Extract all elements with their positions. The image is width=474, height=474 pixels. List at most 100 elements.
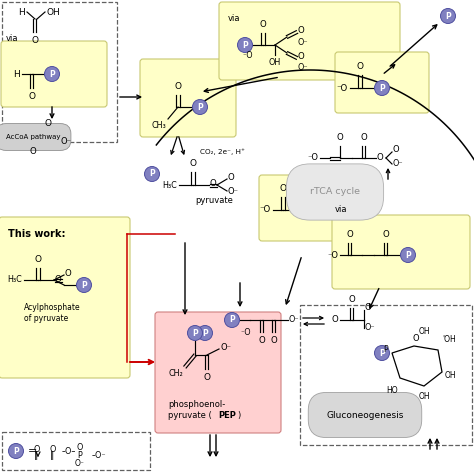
Text: –O–: –O– bbox=[62, 447, 76, 456]
Circle shape bbox=[9, 444, 24, 458]
Text: P: P bbox=[445, 11, 451, 20]
Text: O: O bbox=[35, 255, 42, 264]
Text: O: O bbox=[332, 316, 339, 325]
FancyBboxPatch shape bbox=[335, 52, 429, 113]
Text: O: O bbox=[377, 154, 384, 163]
Text: rTCA cycle: rTCA cycle bbox=[310, 188, 360, 197]
Text: O: O bbox=[50, 445, 56, 454]
Text: O: O bbox=[383, 230, 389, 239]
Text: O: O bbox=[348, 295, 356, 304]
Text: O: O bbox=[298, 26, 305, 35]
Circle shape bbox=[76, 277, 91, 292]
Text: O: O bbox=[65, 270, 72, 279]
Text: OH: OH bbox=[418, 327, 430, 336]
Text: CO₂, 2e⁻, H⁺: CO₂, 2e⁻, H⁺ bbox=[200, 149, 245, 155]
Text: H₃C: H₃C bbox=[162, 181, 177, 190]
FancyBboxPatch shape bbox=[219, 2, 400, 80]
Text: O: O bbox=[365, 303, 372, 312]
Text: 'OH: 'OH bbox=[442, 335, 456, 344]
Text: ‖: ‖ bbox=[50, 452, 54, 461]
Text: ⁻O: ⁻O bbox=[260, 206, 271, 215]
Text: P: P bbox=[383, 346, 388, 355]
Text: P: P bbox=[405, 250, 411, 259]
Text: O: O bbox=[77, 443, 83, 452]
Circle shape bbox=[192, 100, 208, 115]
Text: OH: OH bbox=[269, 58, 281, 67]
FancyBboxPatch shape bbox=[1, 41, 107, 107]
Text: O: O bbox=[393, 146, 400, 155]
Text: –O⁻: –O⁻ bbox=[92, 450, 107, 459]
Text: O: O bbox=[413, 334, 419, 343]
Text: This work:: This work: bbox=[8, 229, 65, 239]
Text: O: O bbox=[210, 180, 217, 189]
Text: P: P bbox=[81, 281, 87, 290]
Text: O: O bbox=[190, 159, 197, 168]
Text: PEP: PEP bbox=[218, 411, 236, 420]
FancyBboxPatch shape bbox=[259, 175, 345, 241]
Text: H: H bbox=[18, 8, 25, 17]
Circle shape bbox=[401, 247, 416, 263]
Text: O: O bbox=[346, 230, 354, 239]
Text: Acylphosphate: Acylphosphate bbox=[24, 303, 81, 312]
Text: =: = bbox=[28, 446, 37, 456]
Text: O: O bbox=[356, 62, 364, 71]
Text: O: O bbox=[203, 373, 210, 382]
FancyBboxPatch shape bbox=[155, 312, 281, 433]
FancyBboxPatch shape bbox=[332, 215, 470, 289]
FancyBboxPatch shape bbox=[0, 217, 130, 378]
Text: of pyruvate: of pyruvate bbox=[24, 314, 68, 323]
FancyBboxPatch shape bbox=[140, 59, 236, 137]
Text: P: P bbox=[13, 447, 19, 456]
Text: O⁻: O⁻ bbox=[298, 38, 309, 47]
Text: via: via bbox=[335, 206, 347, 215]
Circle shape bbox=[374, 81, 390, 95]
Text: O: O bbox=[259, 336, 265, 345]
Text: O: O bbox=[260, 20, 266, 29]
Text: OH: OH bbox=[445, 372, 456, 381]
Text: ⁻O: ⁻O bbox=[307, 154, 318, 163]
Text: O: O bbox=[34, 445, 40, 454]
Circle shape bbox=[45, 66, 60, 82]
Text: P: P bbox=[379, 348, 385, 357]
Text: O: O bbox=[228, 173, 235, 182]
Text: via: via bbox=[6, 34, 18, 43]
Text: O⁻: O⁻ bbox=[393, 159, 404, 168]
Text: P: P bbox=[49, 70, 55, 79]
Text: O: O bbox=[29, 147, 36, 156]
Text: O⁻: O⁻ bbox=[298, 63, 309, 72]
Text: ⁻O: ⁻O bbox=[327, 250, 338, 259]
Circle shape bbox=[198, 326, 212, 340]
Text: H: H bbox=[13, 70, 20, 79]
Circle shape bbox=[225, 312, 239, 328]
Text: pyruvate: pyruvate bbox=[195, 196, 233, 205]
Text: P: P bbox=[229, 316, 235, 325]
Circle shape bbox=[145, 166, 159, 182]
Text: P: P bbox=[300, 206, 306, 215]
Text: CH₃: CH₃ bbox=[151, 121, 166, 130]
Circle shape bbox=[237, 37, 253, 53]
Text: via: via bbox=[228, 13, 240, 22]
Circle shape bbox=[188, 326, 202, 340]
Text: O⁻: O⁻ bbox=[228, 188, 239, 197]
Text: O⁻: O⁻ bbox=[365, 323, 375, 332]
Text: O⁻: O⁻ bbox=[221, 343, 232, 352]
Text: ‖: ‖ bbox=[34, 452, 38, 461]
Circle shape bbox=[295, 202, 310, 218]
Text: P: P bbox=[379, 83, 385, 92]
Text: ⁻O: ⁻O bbox=[242, 51, 253, 60]
Text: Gluconeogenesis: Gluconeogenesis bbox=[326, 410, 404, 419]
Circle shape bbox=[440, 9, 456, 24]
Text: P: P bbox=[202, 328, 208, 337]
Text: O: O bbox=[337, 133, 343, 142]
Text: P: P bbox=[149, 170, 155, 179]
Text: O: O bbox=[280, 184, 286, 193]
Text: P: P bbox=[78, 450, 82, 459]
Text: ⁻O: ⁻O bbox=[240, 328, 251, 337]
Text: O⁻: O⁻ bbox=[75, 458, 85, 467]
Text: O: O bbox=[45, 119, 52, 128]
Text: O: O bbox=[174, 82, 182, 91]
Text: O⁻: O⁻ bbox=[61, 137, 72, 146]
Text: P: P bbox=[192, 328, 198, 337]
Text: CH₂: CH₂ bbox=[168, 369, 183, 378]
Text: O: O bbox=[298, 52, 305, 61]
